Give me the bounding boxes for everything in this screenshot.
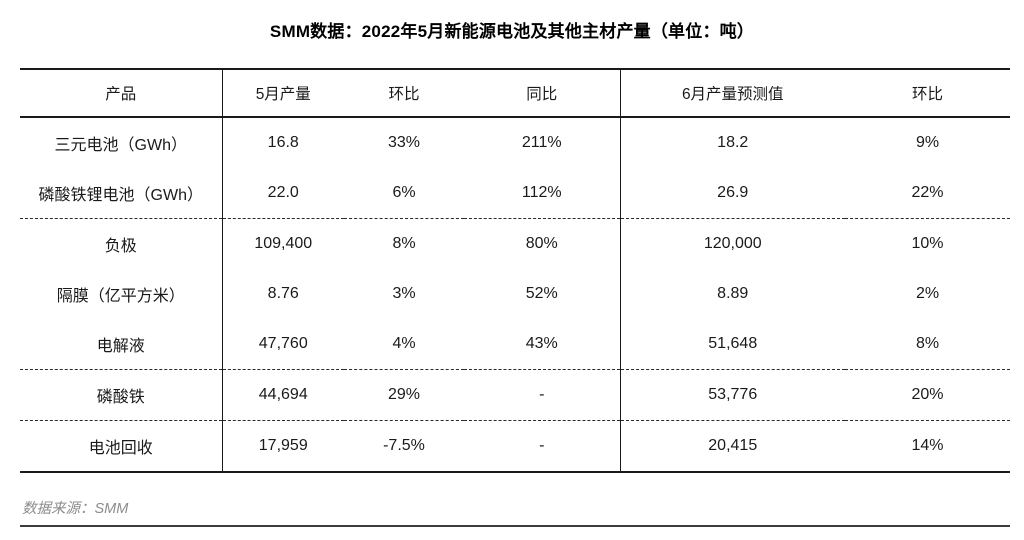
mom-change-cell: 4% bbox=[344, 319, 464, 370]
may-output-cell: 47,760 bbox=[222, 319, 344, 370]
june-forecast-cell: 18.2 bbox=[717, 134, 749, 151]
table-row: 电解液 47,760 4% 43% 51,648 8% bbox=[20, 319, 1010, 370]
mom-change-cell: 3% bbox=[392, 285, 416, 302]
yoy-change-cell: 52% bbox=[464, 269, 621, 319]
mom-change-cell: 33% bbox=[387, 134, 421, 151]
table-row: 电池回收 17,959 -7.5% - 20,415 14% bbox=[20, 420, 1010, 472]
table-row: 三元电池（GWh） 16.8 33% 211% 18.2 9% bbox=[20, 117, 1010, 168]
may-output-cell: 44,694 bbox=[222, 369, 344, 421]
mom-change-cell: 6% bbox=[344, 168, 464, 219]
footer-divider bbox=[20, 525, 1010, 527]
yoy-change-cell: 43% bbox=[464, 319, 621, 370]
header-product: 产品 bbox=[20, 69, 223, 118]
product-cell: 磷酸铁锂电池（GWh） bbox=[20, 168, 223, 219]
product-cell: 电解液 bbox=[20, 319, 223, 370]
product-cell: 磷酸铁 bbox=[20, 369, 223, 421]
table-row: 隔膜（亿平方米） 8.76 3% 52% 8.89 2% bbox=[20, 269, 1010, 319]
mom-change-cell: -7.5% bbox=[383, 437, 425, 454]
mom-change-cell: 29% bbox=[344, 369, 464, 421]
yoy-change-cell: - bbox=[464, 369, 621, 421]
product-cell: 隔膜（亿平方米） bbox=[20, 269, 223, 319]
may-output-cell: 16.8 bbox=[267, 134, 299, 151]
june-forecast-cell: 120,000 bbox=[703, 235, 762, 252]
june-mom-change-cell: 8% bbox=[845, 319, 1010, 370]
may-output-cell: 22.0 bbox=[222, 168, 344, 219]
data-source-note: 数据来源：SMM bbox=[22, 501, 129, 517]
june-forecast-cell: 20,415 bbox=[708, 437, 758, 454]
table-row: 磷酸铁 44,694 29% - 53,776 20% bbox=[20, 369, 1010, 421]
june-mom-change-cell: 10% bbox=[911, 235, 944, 252]
june-mom-change-cell: 20% bbox=[845, 369, 1010, 421]
header-mom-change: 环比 bbox=[344, 69, 464, 118]
june-mom-change-cell: 9% bbox=[915, 134, 940, 151]
yoy-change-cell: 80% bbox=[464, 218, 621, 269]
june-forecast-cell: 26.9 bbox=[620, 168, 845, 219]
production-table: 产品 5月产量 环比 同比 6月产量预测值 环比 三元电池（GWh） 16.8 … bbox=[20, 68, 1010, 473]
may-output-cell: 8.76 bbox=[267, 285, 299, 302]
table-row: 磷酸铁锂电池（GWh） 22.0 6% 112% 26.9 22% bbox=[20, 168, 1010, 219]
may-output-cell: 17,959 bbox=[258, 437, 308, 454]
june-forecast-cell: 51,648 bbox=[620, 319, 845, 370]
product-cell: 电池回收 bbox=[20, 420, 223, 472]
mom-change-cell: 8% bbox=[392, 235, 416, 252]
may-output-cell: 109,400 bbox=[254, 235, 313, 252]
table-header-row: 产品 5月产量 环比 同比 6月产量预测值 环比 bbox=[20, 69, 1010, 118]
june-forecast-cell: 8.89 bbox=[717, 285, 749, 302]
product-cell: 负极 bbox=[20, 218, 223, 269]
product-cell: 三元电池（GWh） bbox=[20, 117, 223, 168]
june-mom-change-cell: 14% bbox=[911, 437, 944, 454]
table-row: 负极 109,400 8% 80% 120,000 10% bbox=[20, 218, 1010, 269]
header-june-forecast: 6月产量预测值 bbox=[620, 69, 845, 118]
page-title: SMM数据：2022年5月新能源电池及其他主材产量（单位：吨） bbox=[269, 22, 755, 41]
yoy-change-cell: 211% bbox=[464, 117, 621, 168]
june-mom-change-cell: 22% bbox=[845, 168, 1010, 219]
yoy-change-cell: - bbox=[464, 420, 621, 472]
june-forecast-cell: 53,776 bbox=[620, 369, 845, 421]
header-june-mom-change: 环比 bbox=[845, 69, 1010, 118]
yoy-change-cell: 112% bbox=[464, 168, 621, 219]
june-mom-change-cell: 2% bbox=[915, 285, 940, 302]
header-yoy-change: 同比 bbox=[464, 69, 621, 118]
header-may-output: 5月产量 bbox=[222, 69, 344, 118]
